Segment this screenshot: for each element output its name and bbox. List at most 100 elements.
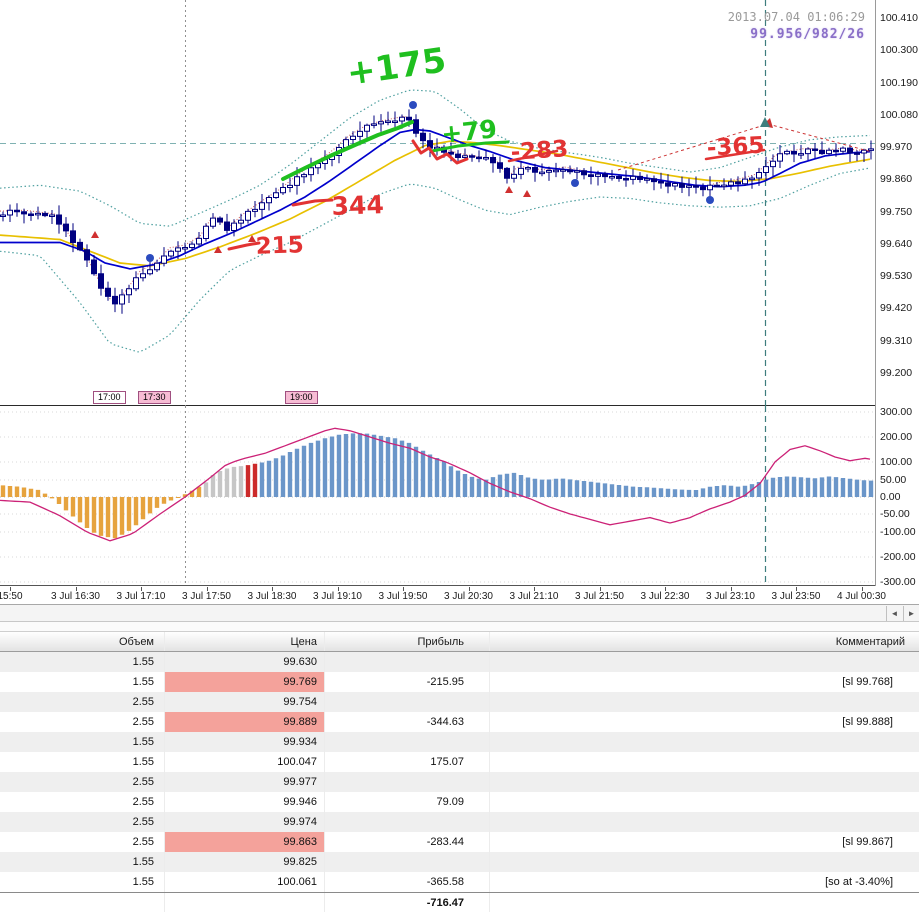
table-row[interactable]: 2.55 99.889 -344.63 [sl 99.888]	[0, 712, 919, 732]
freehand-annotation[interactable]	[430, 140, 510, 153]
time-axis-tick	[10, 587, 11, 591]
time-axis-label: 4 Jul 00:30	[837, 591, 886, 602]
table-row[interactable]: 1.55 99.825	[0, 852, 919, 872]
table-row[interactable]: 1.55 99.630	[0, 652, 919, 672]
table-row[interactable]: 2.55 99.754	[0, 692, 919, 712]
annotation-text[interactable]: -283	[510, 136, 569, 166]
annotation-text[interactable]: +175	[344, 40, 448, 93]
cell-volume: 2.55	[0, 692, 165, 712]
total-empty-volume	[0, 893, 165, 912]
price-axis-label: 99.860	[880, 173, 913, 186]
cell-profit	[325, 852, 490, 872]
order-time-tag[interactable]: 17:00	[93, 391, 126, 404]
annotation-text[interactable]: 344	[331, 190, 384, 221]
order-time-tag[interactable]: 19:00	[285, 391, 318, 404]
column-header-volume[interactable]: Объем	[0, 632, 165, 651]
time-axis-label: 15:50	[0, 591, 23, 602]
price-axis-label: 100.190	[880, 76, 918, 89]
histogram-bars	[245, 463, 258, 497]
indicator-axis[interactable]: 300.00 200.00 100.00 50.00 0.00 -50.00 -100.00…	[875, 406, 919, 588]
price-axis[interactable]: 100.410 100.300 100.190 100.080 99.970 99.860…	[875, 0, 919, 406]
cell-volume: 1.55	[0, 752, 165, 772]
cell-price: 100.061	[165, 872, 325, 892]
freehand-annotation[interactable]	[227, 241, 261, 251]
cell-volume: 1.55	[0, 732, 165, 752]
table-row[interactable]: 1.55 100.061 -365.58 [so at -3.40%]	[0, 872, 919, 892]
time-axis-label: 3 Jul 21:10	[509, 591, 559, 602]
trade-arrow-icon[interactable]	[505, 186, 513, 193]
time-axis-label: 3 Jul 21:50	[575, 591, 624, 602]
candles-up	[0, 116, 874, 305]
freehand-annotation[interactable]	[411, 139, 469, 165]
total-profit: -716.47	[325, 893, 490, 912]
freehand-annotation[interactable]	[281, 120, 414, 181]
time-axis-label: 3 Jul 18:30	[247, 591, 297, 602]
candles-down	[14, 116, 860, 305]
cell-price: 99.769	[165, 672, 325, 692]
cell-comment	[490, 792, 919, 812]
trade-arrow-icon[interactable]	[523, 190, 531, 197]
price-axis-label: 100.410	[880, 12, 918, 24]
scroll-left-icon: ◄	[890, 609, 899, 618]
column-header-price[interactable]: Цена	[165, 632, 325, 651]
total-empty-price	[165, 893, 325, 912]
time-axis-label: 3 Jul 20:30	[444, 591, 493, 602]
freehand-annotation[interactable]	[704, 148, 766, 161]
cell-profit: -283.44	[325, 832, 490, 852]
bollinger-lower-band	[0, 167, 871, 353]
table-row[interactable]: 1.55 100.047 175.07	[0, 752, 919, 772]
cell-volume: 2.55	[0, 792, 165, 812]
histogram-bars	[0, 485, 202, 539]
table-row[interactable]: 2.55 99.977	[0, 772, 919, 792]
time-axis-tick	[534, 587, 535, 591]
trade-arrow-icon[interactable]	[248, 235, 256, 242]
annotation-text[interactable]: +79	[440, 114, 498, 149]
trade-arrow-icon[interactable]	[91, 231, 99, 238]
horizontal-scrollbar[interactable]: ◄ ►	[0, 604, 919, 622]
trade-dot-marker[interactable]	[571, 179, 579, 187]
price-axis-label: 100.300	[880, 44, 918, 57]
cell-price: 99.946	[165, 792, 325, 812]
price-chart-canvas[interactable]: +175 +79 -283 -365 344 215	[0, 0, 875, 406]
freehand-annotation[interactable]	[507, 149, 559, 163]
cell-volume: 1.55	[0, 872, 165, 892]
cell-profit: -215.95	[325, 672, 490, 692]
trade-dot-marker[interactable]	[146, 254, 154, 262]
column-header-profit[interactable]: Прибыль	[325, 632, 490, 651]
scroll-right-button[interactable]: ►	[903, 606, 919, 621]
column-header-comment[interactable]: Комментарий	[835, 636, 905, 648]
order-time-tag[interactable]: 17:30	[138, 391, 171, 404]
cell-comment	[490, 652, 919, 672]
table-row[interactable]: 2.55 99.974	[0, 812, 919, 832]
annotation-text[interactable]: -365	[706, 133, 765, 162]
indicator-axis-label: 0.00	[880, 491, 901, 503]
time-axis-tick	[75, 587, 77, 591]
trade-dot-marker[interactable]	[706, 196, 714, 204]
trade-dot-marker[interactable]	[409, 101, 417, 109]
time-axis-tick	[468, 587, 470, 591]
time-axis[interactable]: 15:50 3 Jul 16:30 3 Jul 17:10 3 Jul 17:50 3 …	[0, 587, 919, 604]
indicator-canvas[interactable]	[0, 406, 875, 586]
table-row[interactable]: 1.55 99.769 -215.95 [sl 99.768]	[0, 672, 919, 692]
table-row[interactable]: 1.55 99.934	[0, 732, 919, 752]
cell-volume: 1.55	[0, 652, 165, 672]
table-body: 1.55 99.630 1.55 99.769 -215.95 [sl 99.768] 2.…	[0, 652, 919, 892]
annotation-text[interactable]: 215	[255, 232, 304, 260]
freehand-annotation[interactable]	[291, 198, 334, 207]
time-axis-tick	[206, 587, 208, 591]
cell-comment: [sl 99.888]	[842, 716, 893, 728]
time-axis-tick	[403, 587, 404, 591]
cell-volume: 2.55	[0, 712, 165, 732]
table-row[interactable]: 2.55 99.946 79.09	[0, 792, 919, 812]
trade-arrow-icon[interactable]	[214, 246, 222, 253]
histogram-bars	[259, 433, 874, 498]
cell-profit	[325, 772, 490, 792]
time-axis-tick	[665, 587, 666, 591]
time-axis-label: 3 Jul 23:10	[706, 591, 755, 602]
cell-comment	[490, 772, 919, 792]
red-dotted-trendline[interactable]	[767, 123, 873, 153]
table-row[interactable]: 2.55 99.863 -283.44 [sl 99.867]	[0, 832, 919, 852]
cell-profit: -365.58	[325, 872, 490, 892]
red-dotted-trendline[interactable]	[617, 123, 769, 171]
scroll-left-button[interactable]: ◄	[886, 606, 902, 621]
